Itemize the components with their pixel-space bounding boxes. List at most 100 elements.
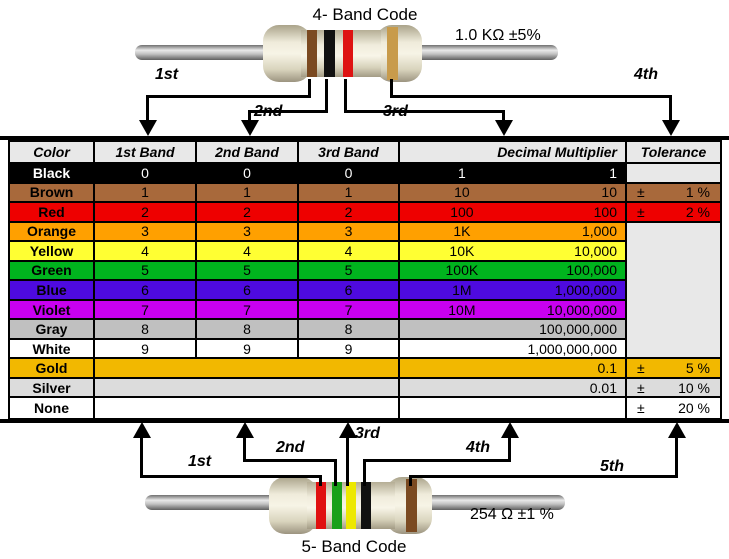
arrow-line — [675, 436, 678, 478]
arrowhead-up-icon — [133, 422, 151, 438]
arrow-line — [409, 475, 678, 478]
table-cell: ±2 % — [627, 203, 720, 223]
arrow-line — [508, 436, 511, 462]
table-cell: 4 — [197, 242, 299, 262]
arrow-line — [390, 79, 393, 98]
multiplier-long: 1,000,000,000 — [527, 340, 617, 357]
table-cell: 5 — [95, 261, 197, 282]
table-cell: 1 — [197, 183, 299, 204]
plus-minus-sign: ± — [637, 379, 645, 396]
multiplier-long: 100 — [593, 203, 617, 220]
arrow-line — [409, 475, 412, 486]
table-cell: Silver — [10, 378, 95, 399]
arrowhead-down-icon — [241, 120, 259, 136]
arrow-label-5th: 5th — [600, 458, 624, 475]
table-cell: ±10 % — [627, 378, 720, 399]
arrow-line — [243, 436, 246, 462]
arrow-line — [363, 459, 366, 486]
five-band-value-label: 254 Ω ±1 % — [470, 506, 554, 523]
multiplier-long: 10 — [601, 184, 617, 201]
table-header-cell: 3rd Band — [299, 142, 400, 164]
arrow-line — [344, 110, 505, 113]
table-cell: 10M 10,000,000 — [400, 300, 627, 321]
table-cell: 10K 10,000 — [400, 242, 627, 262]
table-cell: 6 — [197, 281, 299, 301]
table-cell: 2 — [299, 203, 400, 223]
table-cell: Violet — [10, 300, 95, 321]
arrow-line — [248, 110, 328, 113]
table-top-rule — [0, 136, 729, 140]
arrow-label-4th: 4th — [634, 66, 658, 83]
arrow-label-1st: 1st — [188, 453, 212, 470]
color-code-table: Color 1st Band 2nd Band 3rd Band Decimal Mul… — [8, 140, 722, 420]
table-cell: 1 — [299, 183, 400, 204]
table-cell: 7 — [299, 300, 400, 321]
multiplier-short: 1 — [457, 164, 466, 181]
band-brown — [406, 479, 417, 532]
plus-minus-sign: ± — [637, 184, 645, 201]
four-band-code-title: 4- Band Code — [312, 5, 418, 24]
four-band-value-label: 1.0 KΩ ±5% — [455, 27, 541, 44]
table-cell: 100 100 — [400, 203, 627, 223]
table-cell: ±20 % — [627, 398, 720, 418]
multiplier-short: 10 — [454, 184, 470, 201]
band-yellow — [346, 482, 356, 529]
table-cell — [400, 398, 627, 418]
table-cell — [627, 339, 720, 360]
plus-minus-sign: ± — [637, 400, 645, 417]
table-cell: 1 — [95, 183, 197, 204]
table-cell: 7 — [197, 300, 299, 321]
arrow-line — [146, 95, 311, 98]
tolerance-value: 1 % — [685, 184, 710, 201]
table-cell: 9 — [197, 339, 299, 360]
multiplier-long: 1 — [609, 164, 617, 181]
table-cell — [627, 281, 720, 301]
table-cell: 1M 1,000,000 — [400, 281, 627, 301]
multiplier-short: 10M — [448, 301, 476, 318]
table-cell: Brown — [10, 183, 95, 204]
table-cell: 0.01 — [400, 378, 627, 399]
four-band-resistor — [263, 25, 422, 82]
table-cell: Orange — [10, 222, 95, 243]
table-cell: 8 — [299, 320, 400, 340]
table-cell: 9 — [299, 339, 400, 360]
table-cell: 5 — [197, 261, 299, 282]
multiplier-long: 0.01 — [589, 379, 617, 396]
arrow-line — [669, 95, 672, 122]
arrow-line — [140, 475, 322, 478]
table-cell: Gold — [10, 359, 95, 379]
table-bottom-rule — [0, 419, 729, 423]
arrow-label-1st: 1st — [155, 66, 179, 83]
arrow-line — [390, 95, 672, 98]
multiplier-short: 10K — [449, 242, 475, 259]
table-cell: 8 — [197, 320, 299, 340]
multiplier-long: 10,000,000 — [546, 301, 617, 318]
table-cell: 4 — [299, 242, 400, 262]
table-header-cell: 1st Band — [95, 142, 197, 164]
tolerance-value: 2 % — [685, 203, 710, 220]
arrow-line — [146, 95, 149, 122]
arrow-label-2nd: 2nd — [254, 103, 283, 120]
table-cell: ±1 % — [627, 183, 720, 204]
arrow-line — [325, 79, 328, 113]
table-cell: 3 — [95, 222, 197, 243]
band-black — [324, 30, 335, 77]
tolerance-value: 5 % — [685, 360, 710, 377]
arrow-label-3rd: 3rd — [355, 425, 380, 442]
arrow-line — [308, 79, 311, 98]
arrow-line — [140, 436, 143, 478]
arrow-line — [363, 459, 511, 462]
table-cell — [95, 378, 400, 399]
arrowhead-up-icon — [501, 422, 519, 438]
table-cell: 1,000,000,000 — [400, 339, 627, 360]
multiplier-short: 100K — [445, 262, 479, 279]
band-red — [316, 482, 326, 529]
arrowhead-up-icon — [668, 422, 686, 438]
arrowhead-down-icon — [139, 120, 157, 136]
table-header-cell: Color — [10, 142, 95, 164]
multiplier-long: 10,000 — [574, 242, 617, 259]
table-cell — [627, 261, 720, 282]
five-band-code-title: 5- Band Code — [301, 537, 407, 556]
arrow-label-3rd: 3rd — [383, 103, 408, 120]
